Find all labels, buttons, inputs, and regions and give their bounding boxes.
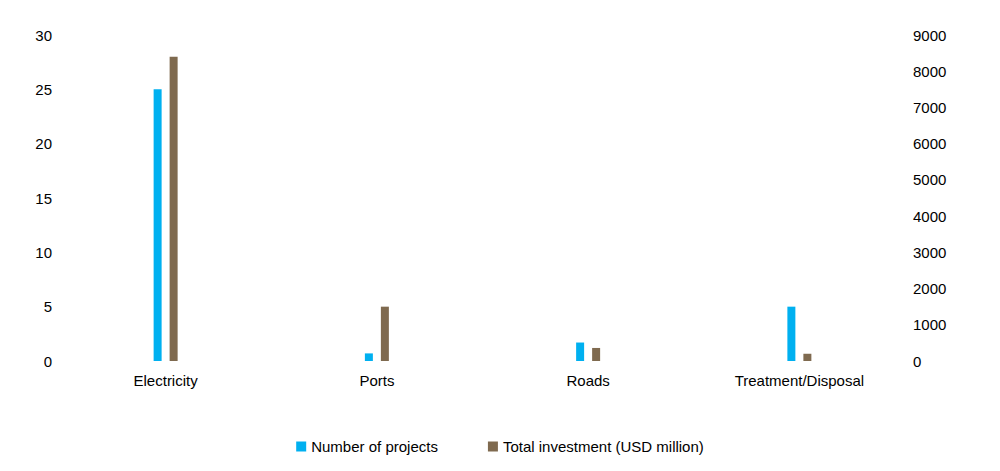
svg-text:9000: 9000 [913, 27, 946, 44]
svg-text:Treatment/Disposal: Treatment/Disposal [735, 372, 865, 389]
svg-text:20: 20 [35, 135, 52, 152]
svg-text:5: 5 [44, 298, 52, 315]
svg-text:Ports: Ports [359, 372, 394, 389]
svg-text:8000: 8000 [913, 63, 946, 80]
svg-text:0: 0 [913, 353, 921, 370]
svg-text:3000: 3000 [913, 244, 946, 261]
svg-text:Total investment (USD million): Total investment (USD million) [503, 438, 704, 455]
svg-text:Electricity: Electricity [134, 372, 199, 389]
svg-text:0: 0 [44, 353, 52, 370]
svg-text:Roads: Roads [566, 372, 609, 389]
svg-text:10: 10 [35, 244, 52, 261]
svg-text:30: 30 [35, 27, 52, 44]
svg-text:2000: 2000 [913, 280, 946, 297]
svg-text:6000: 6000 [913, 135, 946, 152]
svg-text:25: 25 [35, 81, 52, 98]
svg-text:1000: 1000 [913, 316, 946, 333]
svg-text:4000: 4000 [913, 208, 946, 225]
svg-text:Number of projects: Number of projects [311, 438, 438, 455]
svg-text:7000: 7000 [913, 99, 946, 116]
svg-text:5000: 5000 [913, 171, 946, 188]
svg-text:15: 15 [35, 190, 52, 207]
